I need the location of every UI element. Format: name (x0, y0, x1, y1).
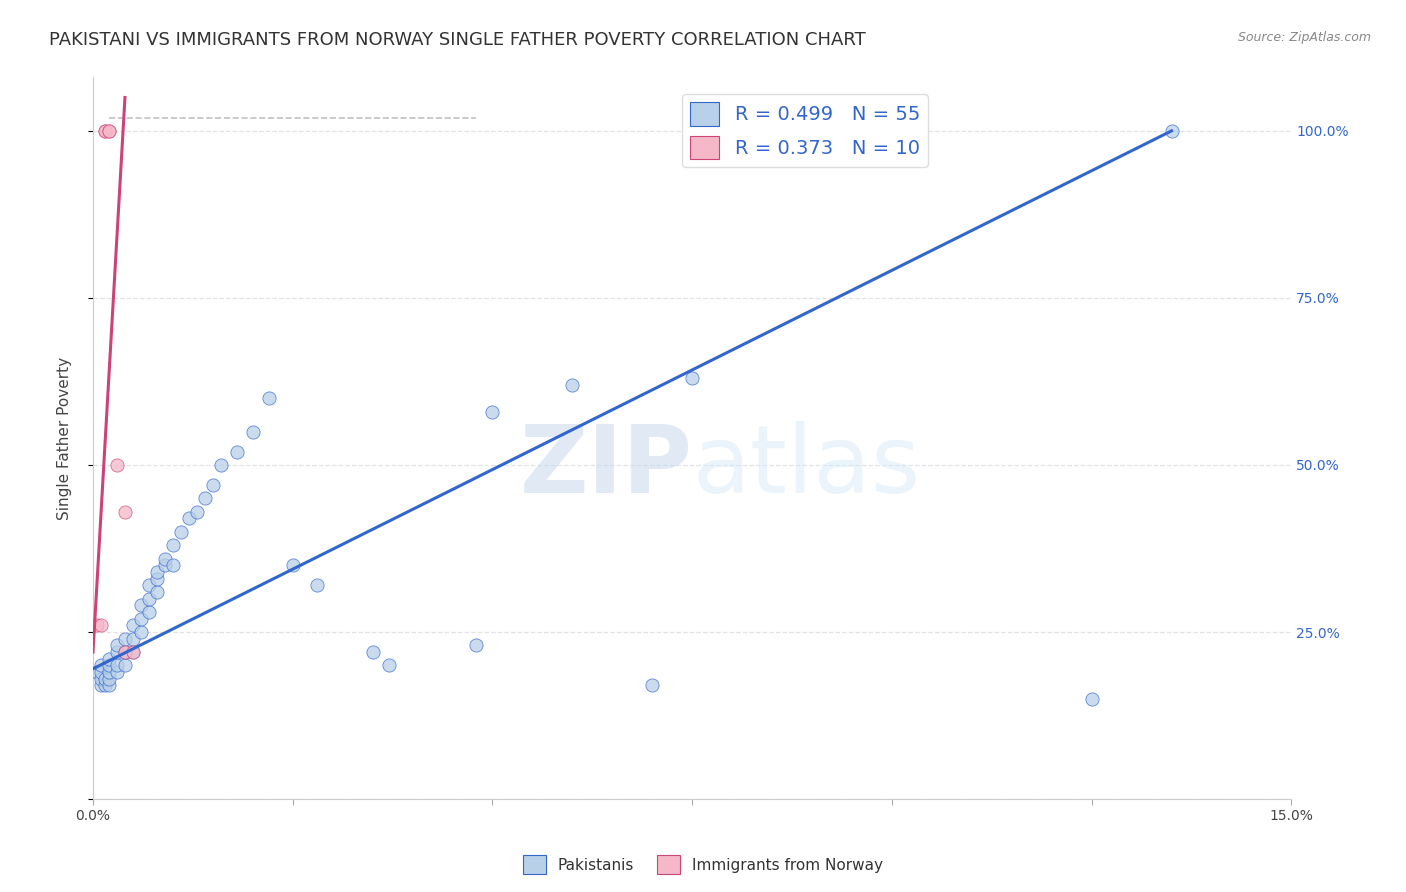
Point (105, 458, 128, 472)
Point (98, 665, 121, 679)
Y-axis label: Single Father Poverty: Single Father Poverty (58, 357, 72, 520)
Point (94, 124, 117, 138)
Point (641, 678, 664, 692)
Point (105, 639, 128, 653)
Point (305, 578, 328, 592)
Point (242, 425, 264, 439)
Point (129, 599, 152, 613)
Point (138, 605, 160, 619)
Point (681, 371, 703, 385)
Point (201, 478, 224, 492)
Point (122, 645, 145, 659)
Point (162, 558, 184, 573)
Point (162, 538, 184, 552)
Point (94, 124, 117, 138)
Point (98, 652, 121, 666)
Point (281, 558, 304, 573)
Point (86, 665, 108, 679)
Point (94, 672, 117, 686)
Point (90, 665, 112, 679)
Point (90, 658, 112, 673)
Point (114, 632, 136, 646)
Point (361, 645, 384, 659)
Text: ZIP: ZIP (519, 421, 692, 513)
Point (138, 578, 160, 592)
Point (114, 645, 136, 659)
Point (105, 658, 128, 673)
Point (105, 645, 128, 659)
Point (481, 404, 503, 418)
Point (194, 491, 217, 506)
Point (561, 377, 583, 392)
Point (138, 591, 160, 606)
Point (1160, 124, 1182, 138)
Point (86, 618, 108, 632)
Point (90, 678, 112, 692)
Point (146, 565, 169, 579)
Point (465, 639, 488, 653)
Point (114, 645, 136, 659)
Point (153, 558, 176, 573)
Point (129, 612, 152, 626)
Point (186, 505, 208, 519)
Point (122, 645, 145, 659)
Point (114, 658, 136, 673)
Point (90, 672, 112, 686)
Point (146, 585, 169, 599)
Point (122, 618, 145, 632)
Point (146, 572, 169, 586)
Point (153, 551, 176, 566)
Point (98, 658, 121, 673)
Legend: R = 0.499   N = 55, R = 0.373   N = 10: R = 0.499 N = 55, R = 0.373 N = 10 (682, 95, 928, 167)
Point (1080, 691, 1102, 706)
Legend: Pakistanis, Immigrants from Norway: Pakistanis, Immigrants from Norway (516, 849, 890, 880)
Point (94, 678, 117, 692)
Point (90, 618, 112, 632)
Point (98, 672, 121, 686)
Point (122, 632, 145, 646)
Point (170, 524, 193, 539)
Point (377, 658, 399, 673)
Point (98, 124, 121, 138)
Point (257, 391, 280, 405)
Point (105, 665, 128, 679)
Text: Source: ZipAtlas.com: Source: ZipAtlas.com (1237, 31, 1371, 45)
Point (129, 625, 152, 640)
Point (114, 505, 136, 519)
Point (98, 678, 121, 692)
Point (177, 511, 200, 525)
Point (209, 458, 232, 472)
Text: PAKISTANI VS IMMIGRANTS FROM NORWAY SINGLE FATHER POVERTY CORRELATION CHART: PAKISTANI VS IMMIGRANTS FROM NORWAY SING… (49, 31, 866, 49)
Point (98, 124, 121, 138)
Text: atlas: atlas (692, 421, 921, 513)
Point (225, 444, 247, 458)
